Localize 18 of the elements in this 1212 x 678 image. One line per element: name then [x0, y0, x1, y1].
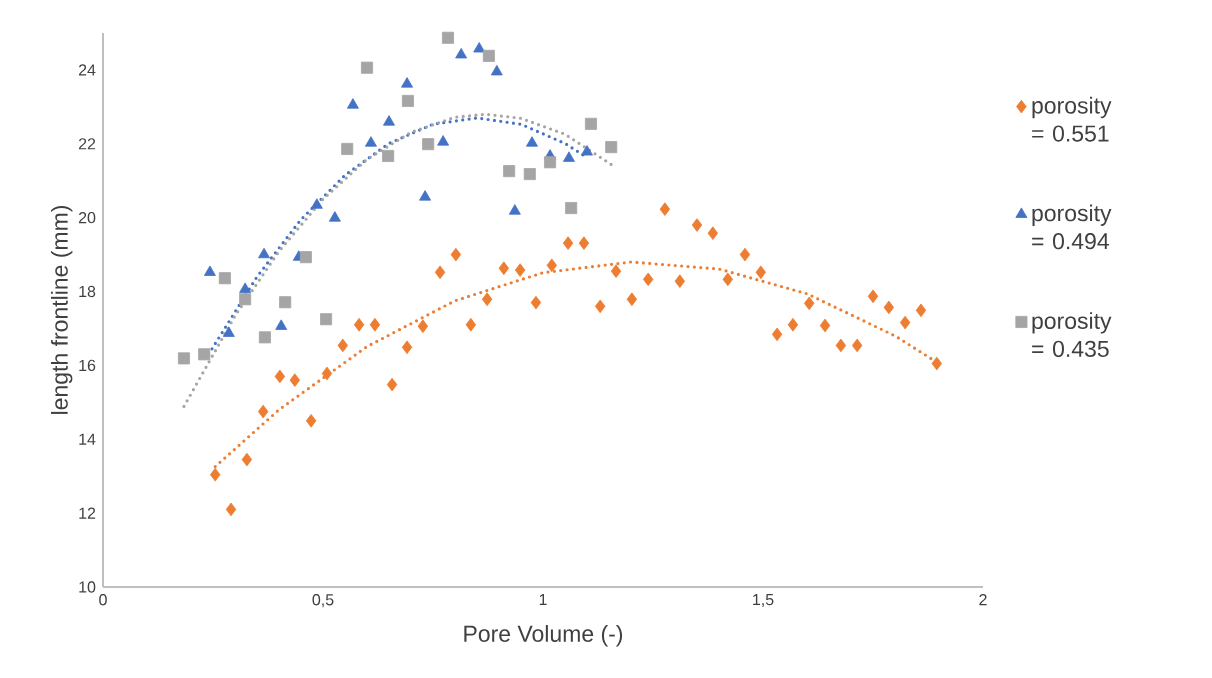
- legend-label: porosity = 0.435: [1032, 312, 1112, 358]
- y-tick-label: 22: [78, 138, 96, 150]
- y-tick-label: 16: [79, 359, 96, 372]
- x-axis-title: Pore Volume (-): [464, 625, 623, 647]
- x-tick-label: 1,5: [753, 594, 774, 608]
- legend-label: porosity = 0.494: [1032, 204, 1112, 250]
- legend-label: porosity = 0.551: [1032, 96, 1112, 142]
- y-axis-title: length frontline (mm): [50, 206, 73, 414]
- x-tick-label: 1: [539, 594, 547, 606]
- y-tick-label: 20: [78, 211, 96, 224]
- y-tick-label: 24: [78, 64, 96, 76]
- x-tick-label: 0: [99, 594, 107, 606]
- y-tick-label: 12: [79, 507, 96, 519]
- x-tick-label: 2: [979, 594, 987, 606]
- x-tick-label: 0,5: [312, 594, 334, 608]
- y-tick-label: 14: [79, 433, 96, 445]
- y-tick-label: 18: [79, 285, 96, 298]
- y-tick-label: 10: [79, 581, 96, 593]
